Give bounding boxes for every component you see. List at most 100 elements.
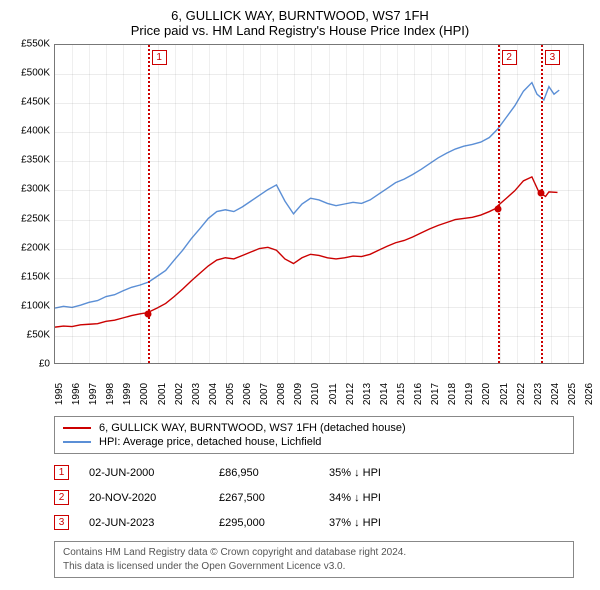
gridline-v (72, 45, 73, 363)
sales-row: 2 20-NOV-2020 £267,500 34% ↓ HPI (54, 485, 574, 510)
footer-line-1: Contains HM Land Registry data © Crown c… (63, 546, 565, 560)
footer-attribution: Contains HM Land Registry data © Crown c… (54, 541, 574, 578)
gridline-v (123, 45, 124, 363)
gridline-v (329, 45, 330, 363)
x-tick-label: 2008 (276, 383, 287, 405)
sale-date: 20-NOV-2020 (89, 492, 199, 504)
x-tick-label: 2001 (157, 383, 168, 405)
y-tick-label: £500K (21, 68, 50, 79)
sale-dot-3 (537, 190, 544, 197)
legend-row: 6, GULLICK WAY, BURNTWOOD, WS7 1FH (deta… (63, 421, 565, 435)
x-tick-label: 2014 (379, 383, 390, 405)
gridline-h (55, 336, 583, 337)
line-series-svg (55, 45, 583, 363)
gridline-v (158, 45, 159, 363)
sale-marker-1: 1 (152, 50, 167, 65)
x-tick-label: 2009 (293, 383, 304, 405)
gridline-v (294, 45, 295, 363)
x-tick-label: 1999 (122, 383, 133, 405)
y-tick-label: £450K (21, 97, 50, 108)
gridline-v (551, 45, 552, 363)
sale-delta: 35% ↓ HPI (329, 467, 419, 479)
gridline-h (55, 132, 583, 133)
sales-marker-box: 2 (54, 490, 69, 505)
x-tick-label: 2013 (362, 383, 373, 405)
gridline-v (106, 45, 107, 363)
x-tick-label: 2004 (208, 383, 219, 405)
y-tick-label: £400K (21, 126, 50, 137)
chart-container: 6, GULLICK WAY, BURNTWOOD, WS7 1FH Price… (0, 0, 600, 588)
x-tick-label: 1998 (105, 383, 116, 405)
x-tick-label: 2002 (174, 383, 185, 405)
gridline-v (568, 45, 569, 363)
sales-table: 102-JUN-2000£86,95035% ↓ HPI220-NOV-2020… (54, 460, 574, 535)
y-tick-label: £250K (21, 213, 50, 224)
sale-delta: 34% ↓ HPI (329, 492, 419, 504)
sale-dot-1 (144, 311, 151, 318)
x-tick-label: 2025 (567, 383, 578, 405)
gridline-v (140, 45, 141, 363)
x-tick-label: 2005 (225, 383, 236, 405)
legend-row: HPI: Average price, detached house, Lich… (63, 435, 565, 449)
x-axis: 1995199619971998199920002001200220032004… (54, 366, 584, 416)
sale-vertical-line (498, 45, 500, 363)
x-tick-label: 1996 (71, 383, 82, 405)
gridline-v (363, 45, 364, 363)
x-tick-label: 2021 (499, 383, 510, 405)
y-axis: £0£50K£100K£150K£200K£250K£300K£350K£400… (10, 44, 52, 364)
gridline-v (243, 45, 244, 363)
chart-subtitle: Price paid vs. HM Land Registry's House … (10, 23, 590, 38)
sales-marker-box: 3 (54, 515, 69, 530)
x-tick-label: 2016 (413, 383, 424, 405)
gridline-v (465, 45, 466, 363)
chart-area: £0£50K£100K£150K£200K£250K£300K£350K£400… (10, 44, 590, 414)
gridline-v (380, 45, 381, 363)
y-tick-label: £550K (21, 39, 50, 50)
x-tick-label: 2022 (516, 383, 527, 405)
plot-area: 1 2 3 (54, 44, 584, 364)
gridline-v (226, 45, 227, 363)
gridline-h (55, 307, 583, 308)
x-tick-label: 2018 (447, 383, 458, 405)
legend-label: 6, GULLICK WAY, BURNTWOOD, WS7 1FH (deta… (99, 422, 406, 434)
sale-price: £86,950 (219, 467, 309, 479)
gridline-v (482, 45, 483, 363)
legend-label: HPI: Average price, detached house, Lich… (99, 436, 321, 448)
x-tick-label: 2000 (139, 383, 150, 405)
chart-title: 6, GULLICK WAY, BURNTWOOD, WS7 1FH (10, 8, 590, 23)
gridline-v (500, 45, 501, 363)
y-tick-label: £0 (39, 359, 50, 370)
series-hpi (55, 83, 559, 308)
gridline-h (55, 103, 583, 104)
sales-marker-box: 1 (54, 465, 69, 480)
sales-row: 302-JUN-2023£295,00037% ↓ HPI (54, 510, 574, 535)
gridline-h (55, 278, 583, 279)
sale-marker-3: 3 (545, 50, 560, 65)
gridline-v (260, 45, 261, 363)
y-tick-label: £350K (21, 155, 50, 166)
sale-vertical-line (541, 45, 543, 363)
gridline-v (517, 45, 518, 363)
gridline-v (209, 45, 210, 363)
x-tick-label: 1995 (54, 383, 65, 405)
x-tick-label: 1997 (88, 383, 99, 405)
x-tick-label: 2010 (310, 383, 321, 405)
x-tick-label: 2015 (396, 383, 407, 405)
footer-line-2: This data is licensed under the Open Gov… (63, 560, 565, 574)
gridline-h (55, 249, 583, 250)
gridline-h (55, 220, 583, 221)
x-tick-label: 2019 (464, 383, 475, 405)
gridline-v (311, 45, 312, 363)
x-tick-label: 2026 (584, 383, 595, 405)
x-tick-label: 2007 (259, 383, 270, 405)
sale-price: £267,500 (219, 492, 309, 504)
legend-swatch (63, 427, 91, 429)
x-tick-label: 2017 (430, 383, 441, 405)
sale-marker-2: 2 (502, 50, 517, 65)
x-tick-label: 2020 (481, 383, 492, 405)
y-tick-label: £50K (27, 329, 50, 340)
x-tick-label: 2006 (242, 383, 253, 405)
x-tick-label: 2024 (550, 383, 561, 405)
gridline-v (448, 45, 449, 363)
y-tick-label: £200K (21, 242, 50, 253)
